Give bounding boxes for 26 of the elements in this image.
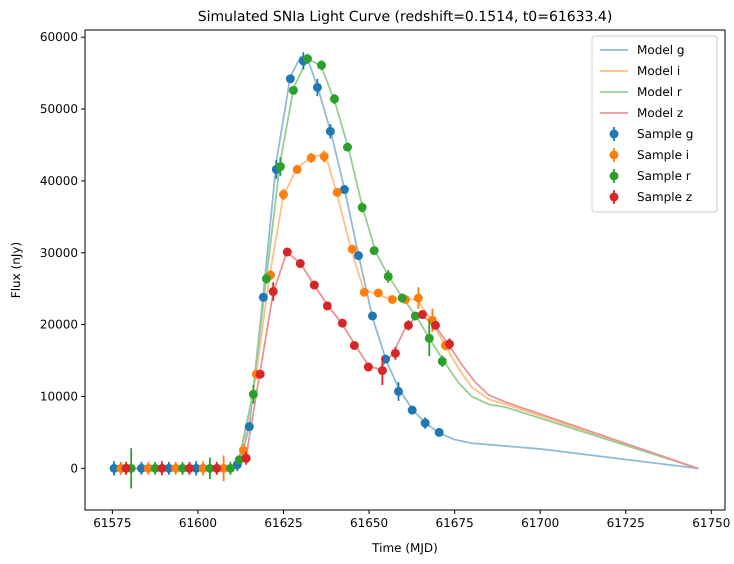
x-tick-label: 61600 bbox=[178, 516, 218, 530]
y-tick-label: 0 bbox=[70, 461, 78, 476]
y-tick-label: 30000 bbox=[40, 246, 78, 260]
legend-label: Model i bbox=[637, 64, 680, 78]
y-tick-label: 20000 bbox=[40, 318, 78, 332]
x-tick-label: 61750 bbox=[692, 516, 730, 530]
x-tick-label: 61700 bbox=[521, 516, 560, 530]
y-tick-label: 50000 bbox=[40, 102, 78, 116]
legend-label: Model r bbox=[637, 85, 682, 99]
legend-label: Sample r bbox=[637, 169, 691, 183]
x-tick-label: 61625 bbox=[264, 516, 303, 530]
x-tick-label: 61675 bbox=[436, 516, 474, 530]
legend-label: Sample i bbox=[637, 148, 690, 162]
y-tick-label: 10000 bbox=[40, 389, 78, 404]
x-tick-label: 61650 bbox=[350, 516, 388, 530]
x-axis-title: Time (MJD) bbox=[371, 541, 438, 555]
chart-title: Simulated SNIa Light Curve (redshift=0.1514, t0=61633.4) bbox=[198, 9, 612, 25]
x-tick-label: 61575 bbox=[93, 516, 132, 530]
y-axis-title: Flux (nJy) bbox=[9, 242, 23, 298]
y-tick-label: 60000 bbox=[40, 30, 78, 44]
y-tick-label: 40000 bbox=[40, 174, 78, 188]
legend-label: Model z bbox=[637, 106, 684, 120]
legend-label: Sample z bbox=[637, 190, 692, 204]
x-tick-label: 61725 bbox=[606, 516, 645, 530]
legend-label: Model g bbox=[637, 43, 684, 57]
legend-label: Sample g bbox=[637, 127, 694, 141]
